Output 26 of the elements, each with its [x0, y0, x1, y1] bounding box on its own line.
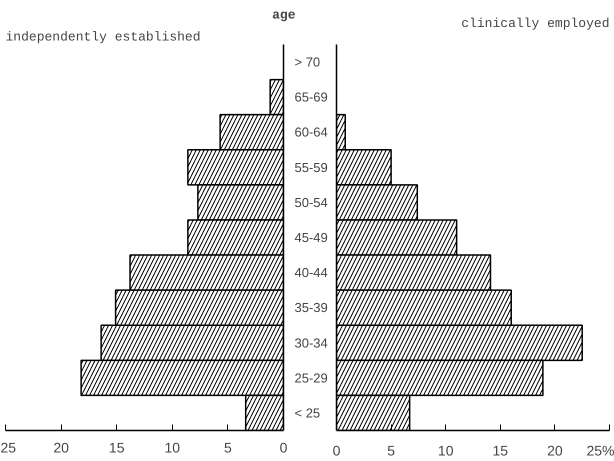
y-tick-label: 40-44	[294, 265, 328, 280]
y-tick-label: 45-49	[294, 230, 328, 245]
x-tick-label: 20	[547, 442, 563, 458]
y-tick-label: 25-29	[294, 370, 328, 386]
y-tick-label: 50-54	[294, 194, 328, 210]
x-tick-label: 0	[280, 440, 288, 456]
chart-title: independently established	[6, 30, 201, 44]
y-tick-label: 35-39	[294, 300, 328, 316]
x-tick-label: 25%	[586, 442, 614, 458]
x-tick-label: 10	[438, 442, 454, 458]
x-tick-label: 5	[224, 440, 232, 456]
y-axis-title: age	[272, 8, 296, 22]
x-tick-label: 0	[332, 442, 341, 458]
x-tick-label: 10	[164, 440, 180, 456]
y-tick-label: 60-64	[294, 124, 328, 140]
x-tick-label: 15	[108, 440, 125, 456]
y-tick-label: > 70	[294, 54, 320, 70]
y-tick-label: 65-69	[294, 90, 328, 105]
x-tick-label: 15	[492, 442, 508, 458]
x-tick-label: 20	[53, 440, 70, 456]
y-tick-label: 30-34	[294, 335, 328, 350]
x-tick-label: 25	[0, 440, 16, 456]
chart-title: clinically employed	[461, 16, 610, 31]
x-tick-label: 5	[387, 442, 396, 458]
y-tick-label: < 25	[294, 405, 320, 420]
y-tick-label: 55-59	[294, 160, 328, 175]
